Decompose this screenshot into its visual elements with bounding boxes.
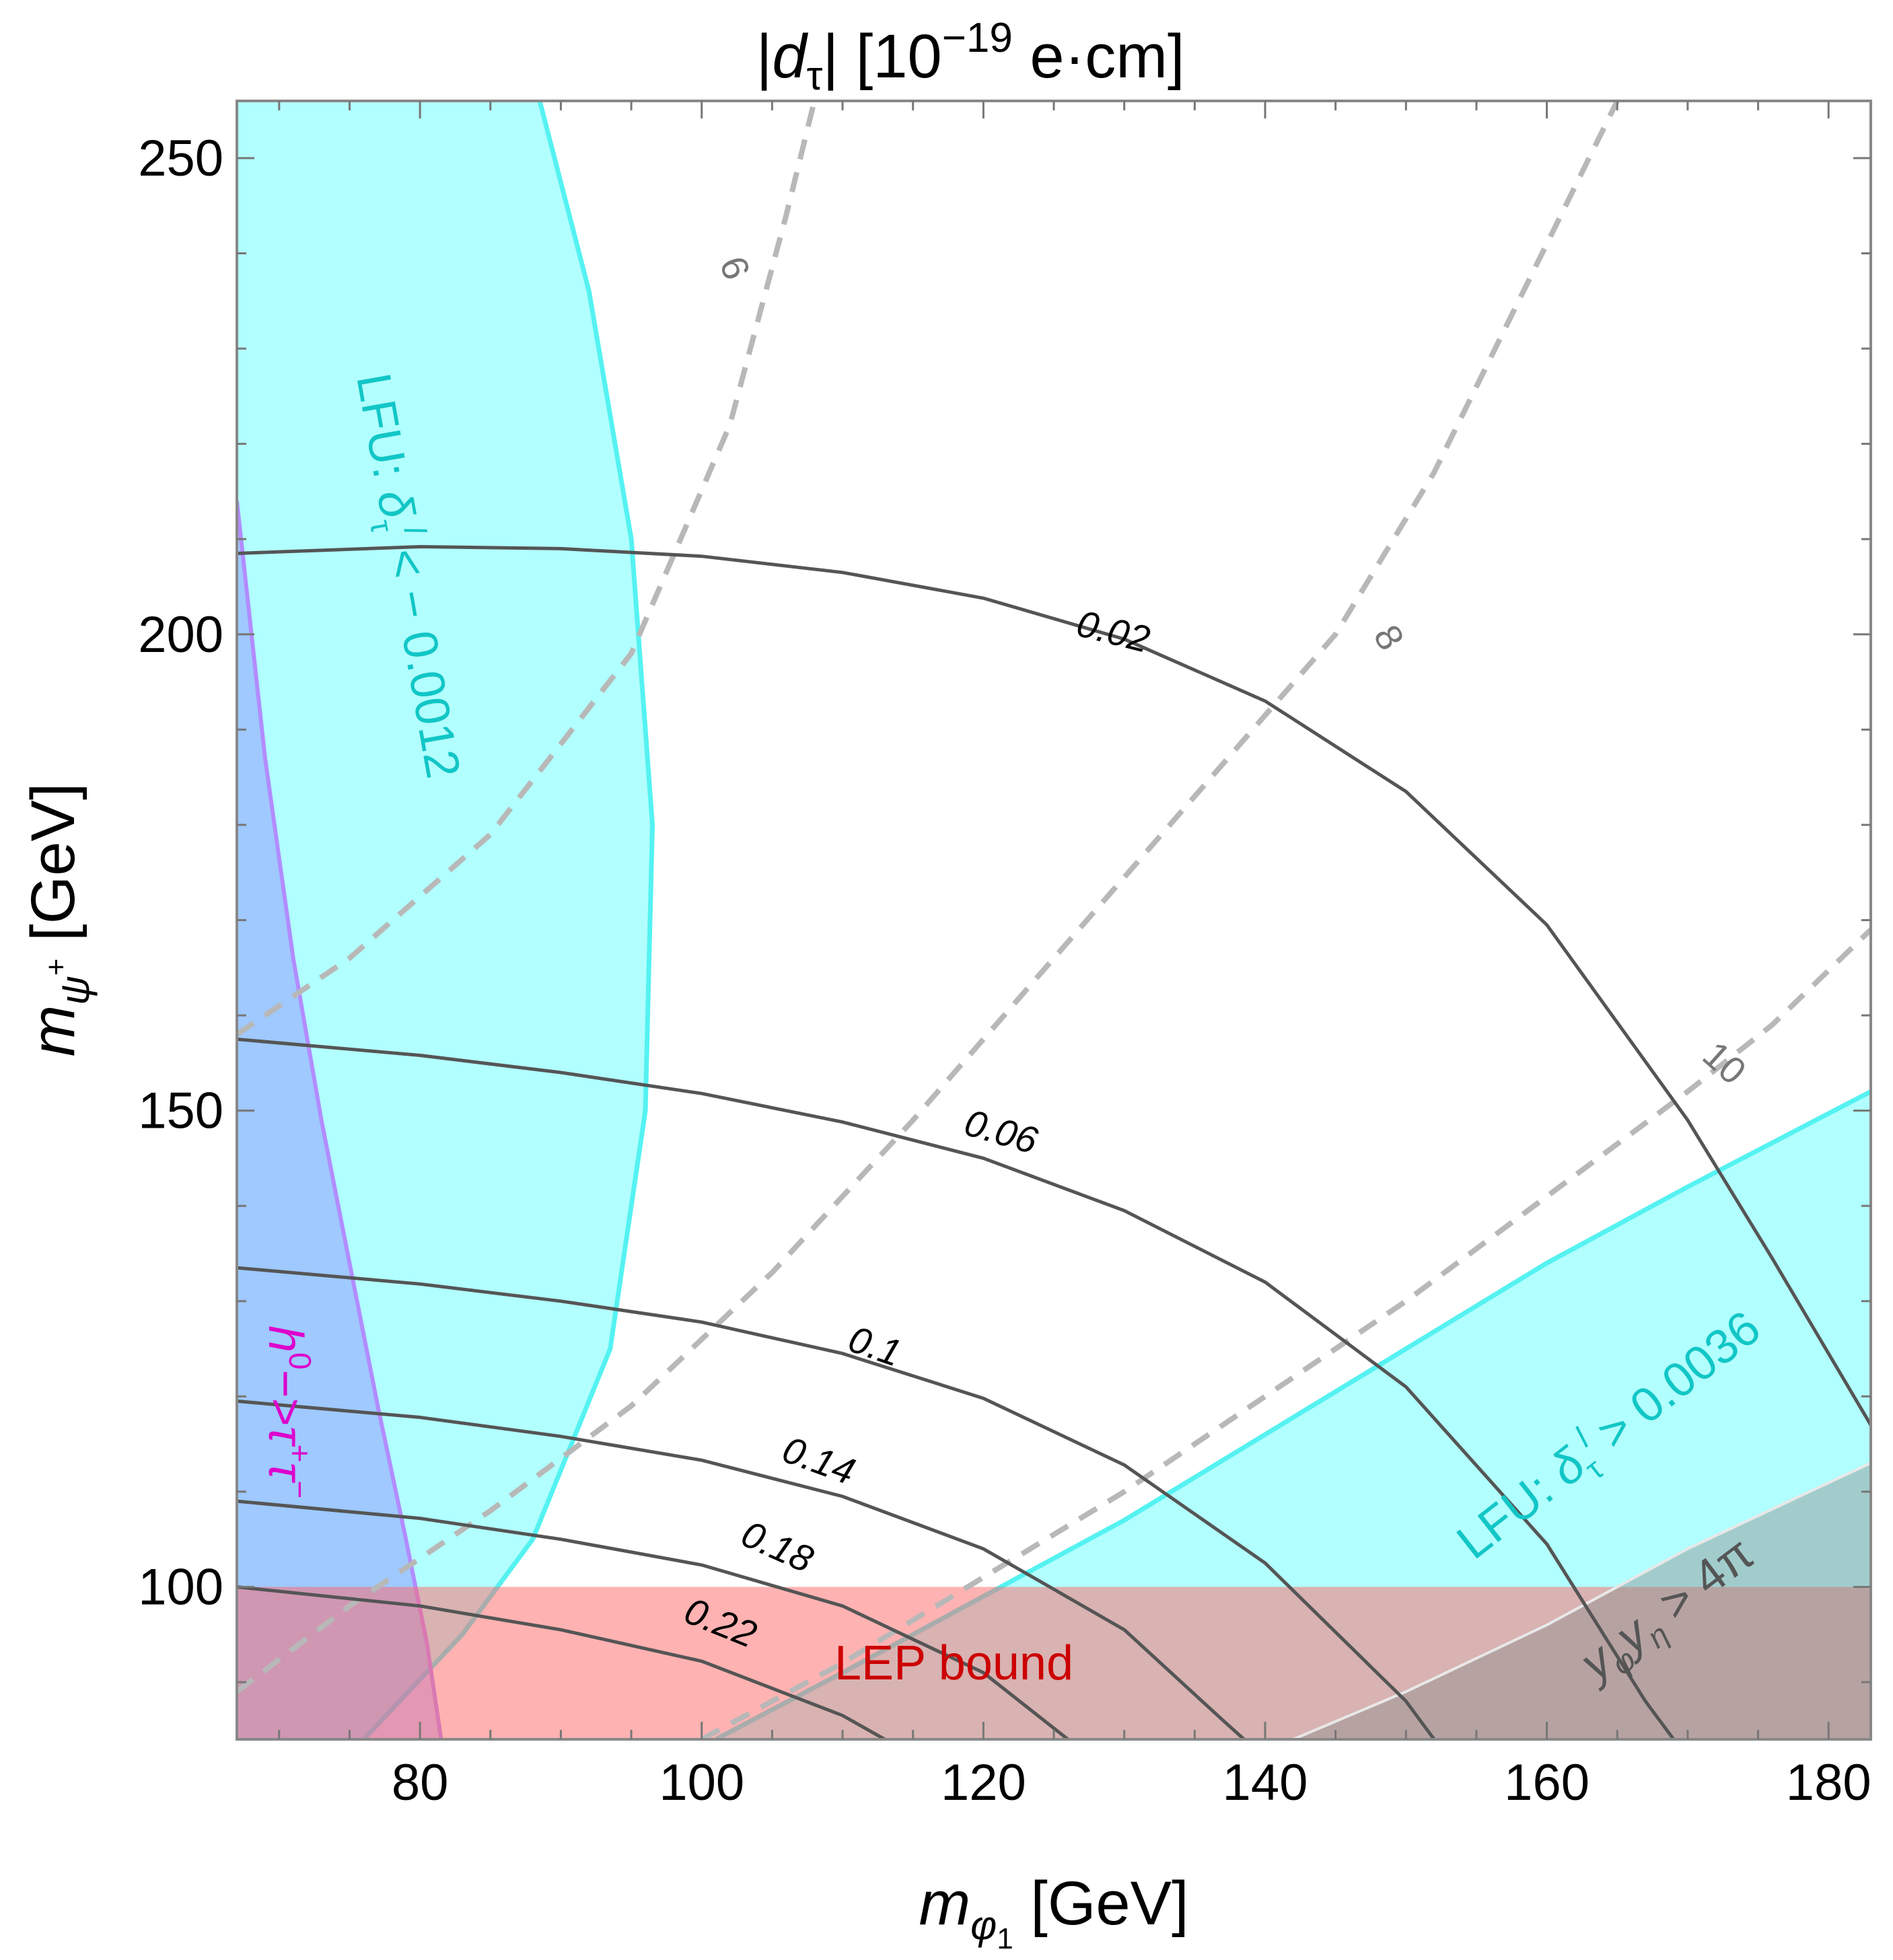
contour-label-0.18: 0.18 [736,1512,820,1581]
x-tick-label: 80 [392,1754,449,1811]
solid-contour-0.22 [237,1585,886,1739]
region-label-higgs: h0−>τ+τ− [258,1326,318,1498]
region-lfu-upper [237,101,653,1739]
chart-title: |dτ| [10−19 e·cm] [756,15,1185,98]
region-perturbativity-edge [1293,1461,1871,1739]
dashed-label-6: 6 [712,251,759,285]
y-tick-label: 150 [138,1083,223,1140]
x-tick-label: 120 [941,1754,1026,1811]
solid-contour-0.14 [237,1399,1246,1739]
y-tick-label: 100 [138,1558,223,1616]
region-higgs [237,501,441,1739]
solid-contour-0.06 [237,1038,1676,1739]
tick-labels: 80 100 120 140 160 180 100 150 200 250 [138,130,1871,1811]
solid-contour-0.18 [237,1499,1069,1739]
ticks [237,101,1871,1739]
y-tick-label: 250 [138,130,223,187]
dashed-contour-6 [237,101,818,1037]
solid-contours [237,544,1871,1739]
x-tick-label: 180 [1786,1754,1871,1811]
x-tick-label: 160 [1504,1754,1590,1811]
region-lfu-lower [715,1091,1871,1739]
dashed-label-8: 8 [1365,618,1413,657]
dashed-contour-10 [700,927,1871,1739]
x-axis-title: mφ1 [GeV] [919,1869,1188,1955]
x-tick-label: 100 [659,1754,744,1811]
y-axis-title: mψ+ [GeV] [19,783,98,1057]
x-tick-label: 140 [1223,1754,1308,1811]
solid-contour-0.02 [237,544,1871,1426]
y-tick-label: 200 [138,606,223,663]
region-label-lep: LEP bound [834,1636,1073,1690]
constraint-regions [237,101,1871,1739]
region-lep [237,1587,1871,1739]
solid-contour-0.1 [237,1266,1436,1739]
dashed-label-10: 10 [1695,1033,1754,1093]
